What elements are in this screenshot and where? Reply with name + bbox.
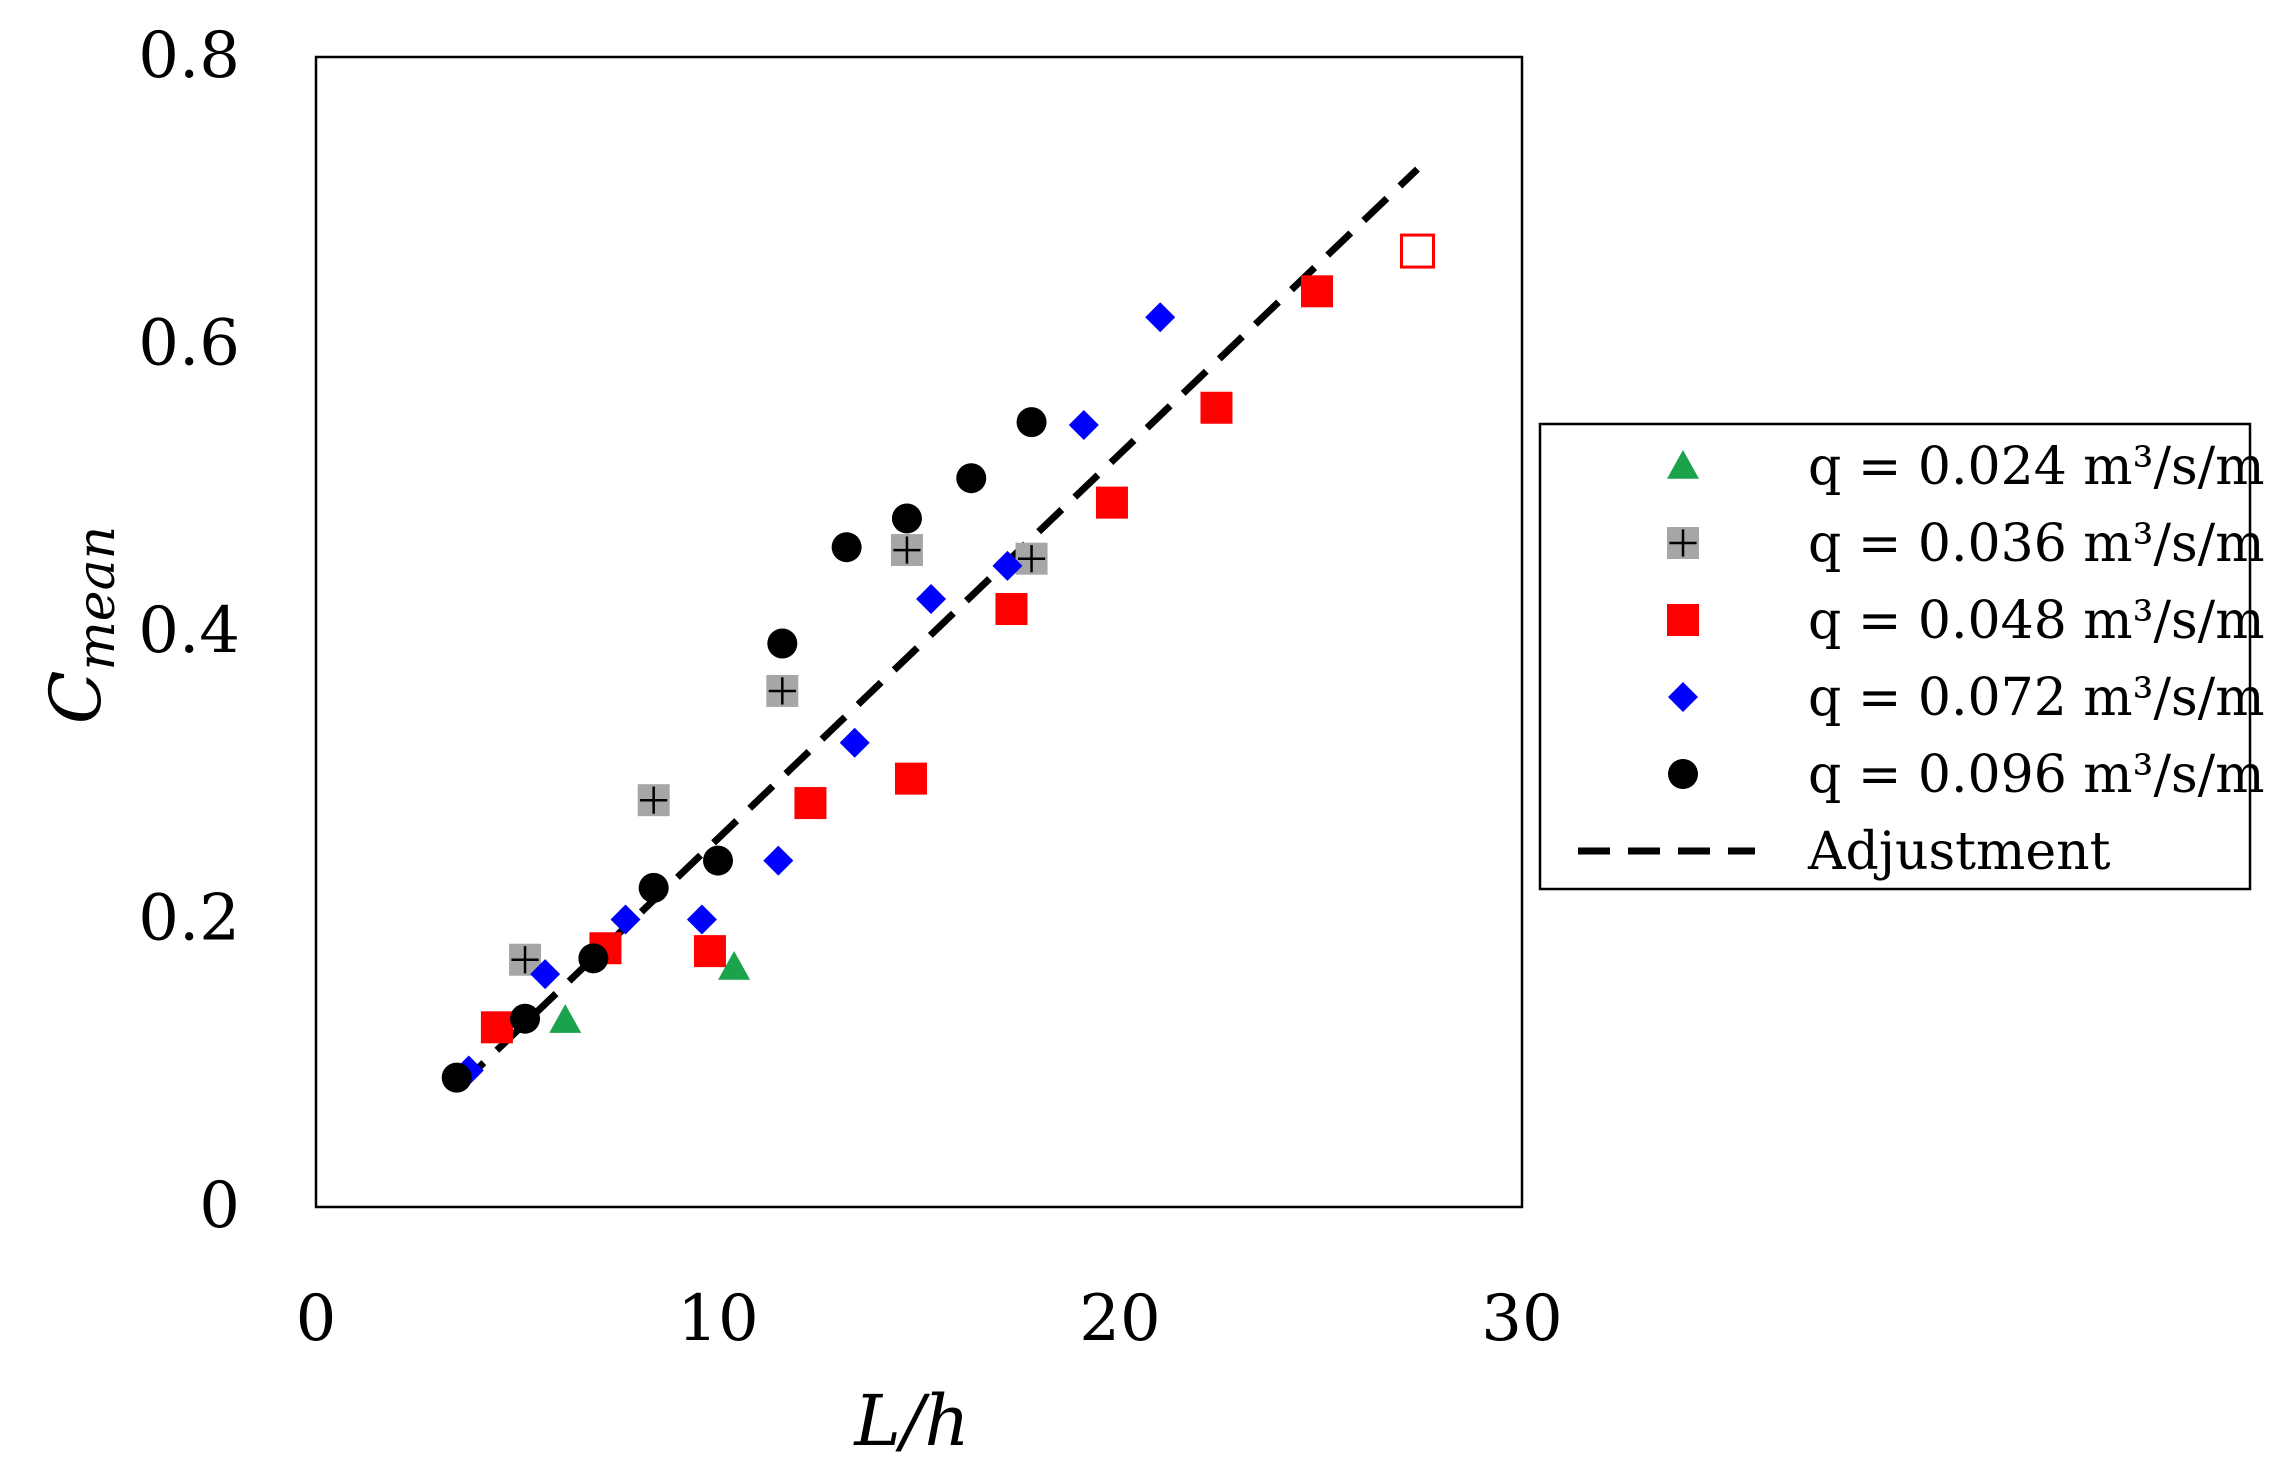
data-point	[891, 503, 922, 534]
data-point	[1095, 486, 1128, 519]
x-tick-label: 0	[296, 1282, 337, 1356]
data-point	[767, 628, 798, 659]
legend-label: q = 0.024 m³/s/m	[1808, 437, 2265, 497]
legend-label: Adjustment	[1807, 822, 2111, 882]
data-point	[1016, 407, 1047, 438]
data-point	[703, 845, 733, 876]
data-point-body	[1095, 486, 1128, 519]
y-tick-label: 0	[199, 1169, 240, 1243]
legend: q = 0.024 m³/s/m q = 0.036 m³/s/m q = 0.04…	[1538, 422, 2265, 891]
x-tick-label: 20	[1079, 1282, 1160, 1356]
data-point	[510, 1003, 541, 1034]
legend-symbol	[1668, 759, 1698, 789]
legend-label: q = 0.048 m³/s/m	[1808, 591, 2265, 651]
data-point	[578, 943, 609, 974]
data-point-body	[794, 787, 827, 820]
legend-symbol	[1668, 682, 1698, 712]
series-0	[549, 950, 751, 1033]
fit-line-layer	[458, 166, 1420, 1088]
data-point-body	[995, 593, 1028, 625]
legend-label: q = 0.036 m³/s/m	[1808, 514, 2265, 574]
data-point	[956, 463, 987, 494]
x-tick-label: 30	[1481, 1282, 1562, 1356]
legend-symbol	[1667, 450, 1699, 479]
data-point	[530, 959, 561, 990]
legend-box	[1538, 422, 2252, 891]
data-point	[610, 904, 641, 935]
legend-symbol-body	[1667, 604, 1699, 636]
data-point	[638, 872, 669, 903]
data-point-hollow-body	[1399, 233, 1435, 269]
y-tick-label: 0.4	[138, 594, 240, 668]
data-point	[839, 727, 870, 758]
x-axis-title: L/h	[852, 1380, 969, 1459]
svg-text:Cmean: Cmean	[35, 526, 127, 724]
data-point	[1068, 410, 1099, 440]
y-axis-title-main: C	[35, 671, 117, 725]
data-point-body	[693, 935, 726, 968]
fit-line-adjustment	[458, 166, 1420, 1088]
series-2	[480, 233, 1435, 1044]
data-point	[916, 583, 947, 614]
data-point	[549, 1004, 582, 1033]
y-axis-title-subscript: mean	[67, 526, 127, 671]
legend-label: q = 0.096 m³/s/m	[1808, 745, 2265, 805]
data-point	[693, 935, 726, 968]
x-tick-label: 10	[677, 1282, 758, 1356]
data-point	[794, 787, 827, 820]
legend-symbol	[1667, 604, 1699, 636]
y-axis-title: Cmean	[35, 526, 127, 724]
data-point	[1300, 275, 1333, 308]
data-point-body	[1300, 275, 1333, 308]
x-axis-ticks: 0 10 20 30	[296, 1282, 1563, 1356]
data-point-body	[894, 762, 927, 795]
data-point	[441, 1062, 472, 1093]
data-point	[480, 1011, 513, 1044]
data-point	[766, 674, 799, 707]
data-point-body	[480, 1011, 513, 1044]
data-point	[992, 550, 1023, 581]
legend-symbol	[1667, 527, 1699, 559]
data-point	[890, 534, 923, 567]
data-point-body	[1200, 391, 1233, 424]
data-points-layer	[441, 233, 1435, 1093]
data-point	[1200, 391, 1233, 424]
data-point	[995, 593, 1028, 625]
y-tick-label: 0.6	[138, 307, 240, 381]
y-axis-ticks: 0 0.2 0.4 0.6 0.8	[138, 19, 240, 1243]
legend-label: q = 0.072 m³/s/m	[1808, 668, 2265, 728]
data-point	[894, 762, 927, 795]
data-point	[718, 950, 751, 980]
data-point	[1015, 542, 1048, 575]
data-point	[686, 904, 717, 935]
series-4	[441, 407, 1047, 1093]
data-point-hollow	[1399, 233, 1435, 269]
data-point	[763, 845, 794, 876]
y-tick-label: 0.2	[138, 882, 240, 956]
data-point	[1145, 302, 1176, 333]
data-point	[831, 532, 862, 563]
data-point	[637, 784, 670, 817]
y-tick-label: 0.8	[138, 19, 240, 93]
